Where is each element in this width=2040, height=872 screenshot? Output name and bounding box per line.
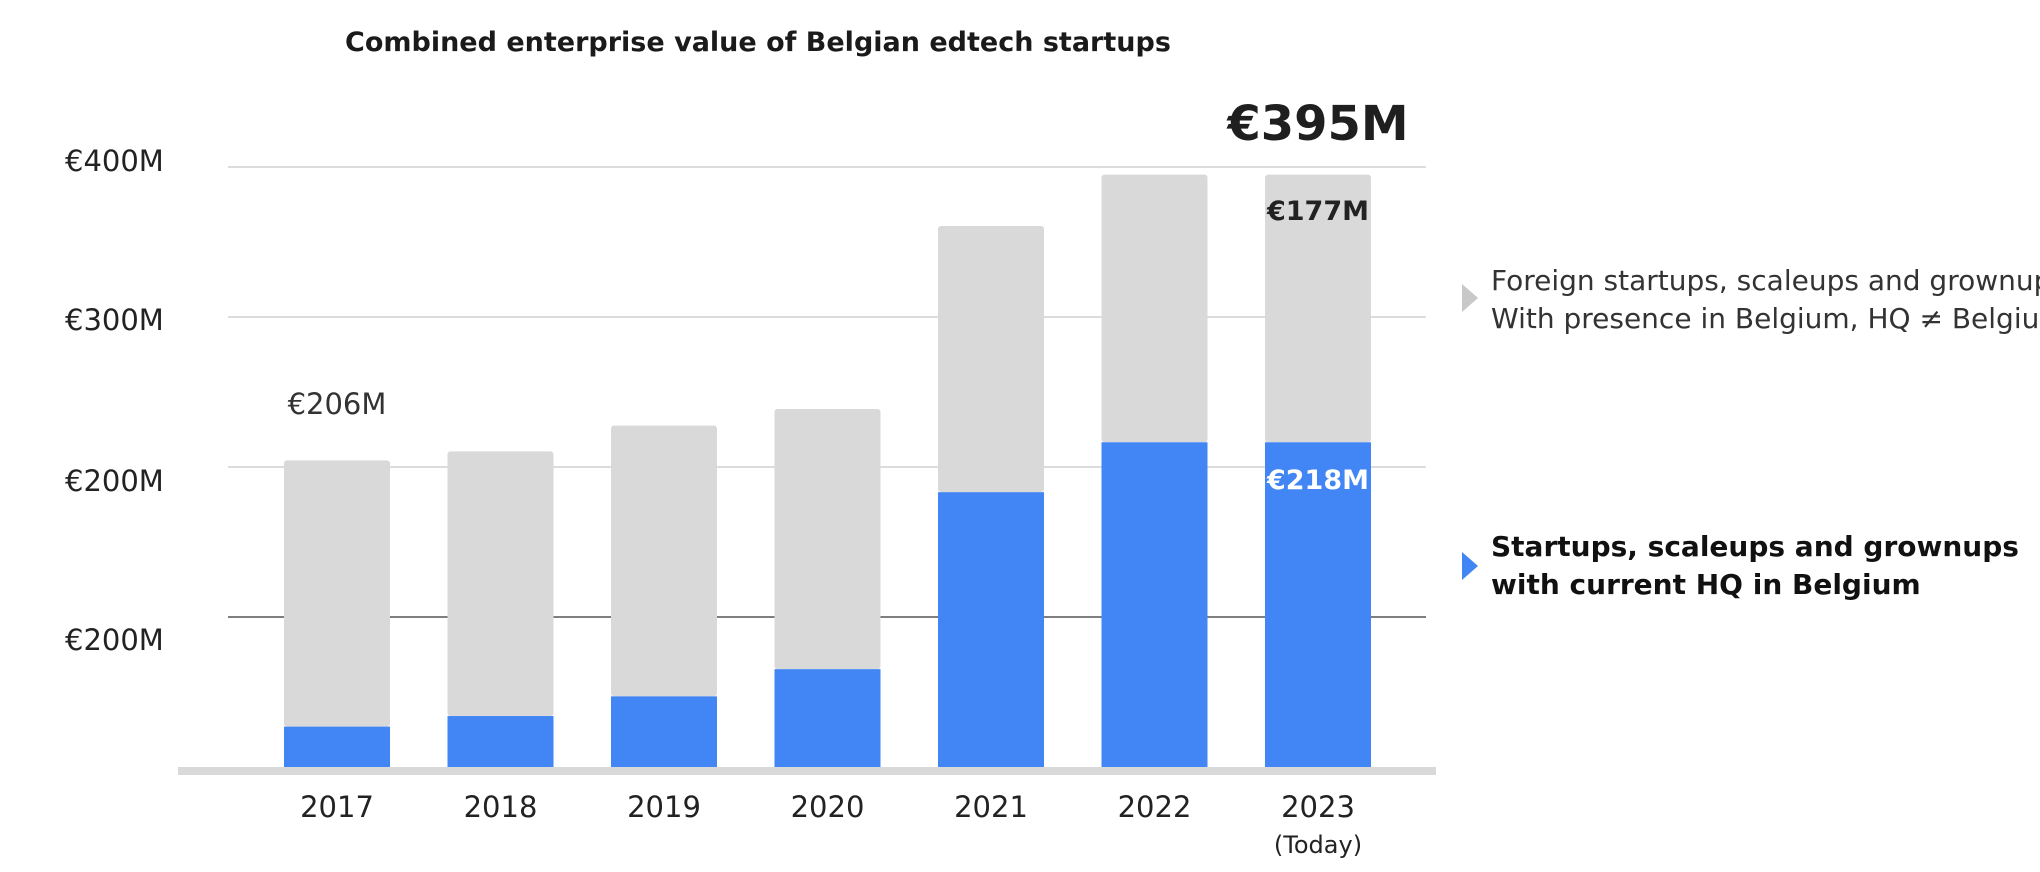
legend-line: with current HQ in Belgium <box>1491 568 1921 601</box>
bar-belgium <box>447 716 554 772</box>
total-label: €395M <box>1226 96 1408 152</box>
legend-line: Startups, scaleups and grownups <box>1491 530 2019 563</box>
y-tick-label: €300M <box>65 303 164 337</box>
x-axis-line <box>178 767 1436 775</box>
bar-foreign <box>1265 174 1371 443</box>
bar-foreign <box>774 409 881 670</box>
segment-label-belgium: €218M <box>1266 465 1369 496</box>
legend-text-foreign: Foreign startups, scaleups and grownups … <box>1491 262 2040 338</box>
legend-text-belgium: Startups, scaleups and grownups with cur… <box>1491 528 2019 604</box>
legend-line: With presence in Belgium, HQ ≠ Belgium <box>1491 302 2040 335</box>
bar-foreign <box>1101 174 1208 443</box>
bar-belgium <box>1101 442 1208 772</box>
x-tick-label: 2018 <box>464 790 538 824</box>
bar-foreign <box>611 425 717 697</box>
bar-foreign <box>284 460 390 727</box>
x-tick-label: 2021 <box>954 790 1028 824</box>
y-tick-label: €400M <box>65 144 164 178</box>
bar-belgium <box>938 492 1044 772</box>
legend-marker-belgium-icon <box>1462 552 1478 580</box>
bar-foreign <box>938 225 1044 493</box>
segment-label-foreign: €177M <box>1266 196 1369 227</box>
bar-belgium <box>611 696 717 772</box>
bar-foreign <box>447 451 554 717</box>
x-tick-label: 2022 <box>1118 790 1192 824</box>
x-tick-label: 2017 <box>300 790 374 824</box>
annotation-label: €206M <box>288 387 387 421</box>
bar-belgium <box>284 726 390 772</box>
y-tick-label: €200M <box>65 464 164 498</box>
x-tick-label: 2020 <box>791 790 865 824</box>
x-tick-label: 2023 <box>1281 790 1355 824</box>
x-tick-sublabel: (Today) <box>1274 831 1362 859</box>
bar-belgium <box>1265 442 1371 772</box>
bar-belgium <box>774 669 881 772</box>
chart-title: Combined enterprise value of Belgian edt… <box>345 27 1171 58</box>
legend-line: Foreign startups, scaleups and grownups <box>1491 264 2040 297</box>
x-tick-label: 2019 <box>627 790 701 824</box>
legend-marker-foreign-icon <box>1462 284 1478 312</box>
y-tick-label: €200M <box>65 623 164 657</box>
